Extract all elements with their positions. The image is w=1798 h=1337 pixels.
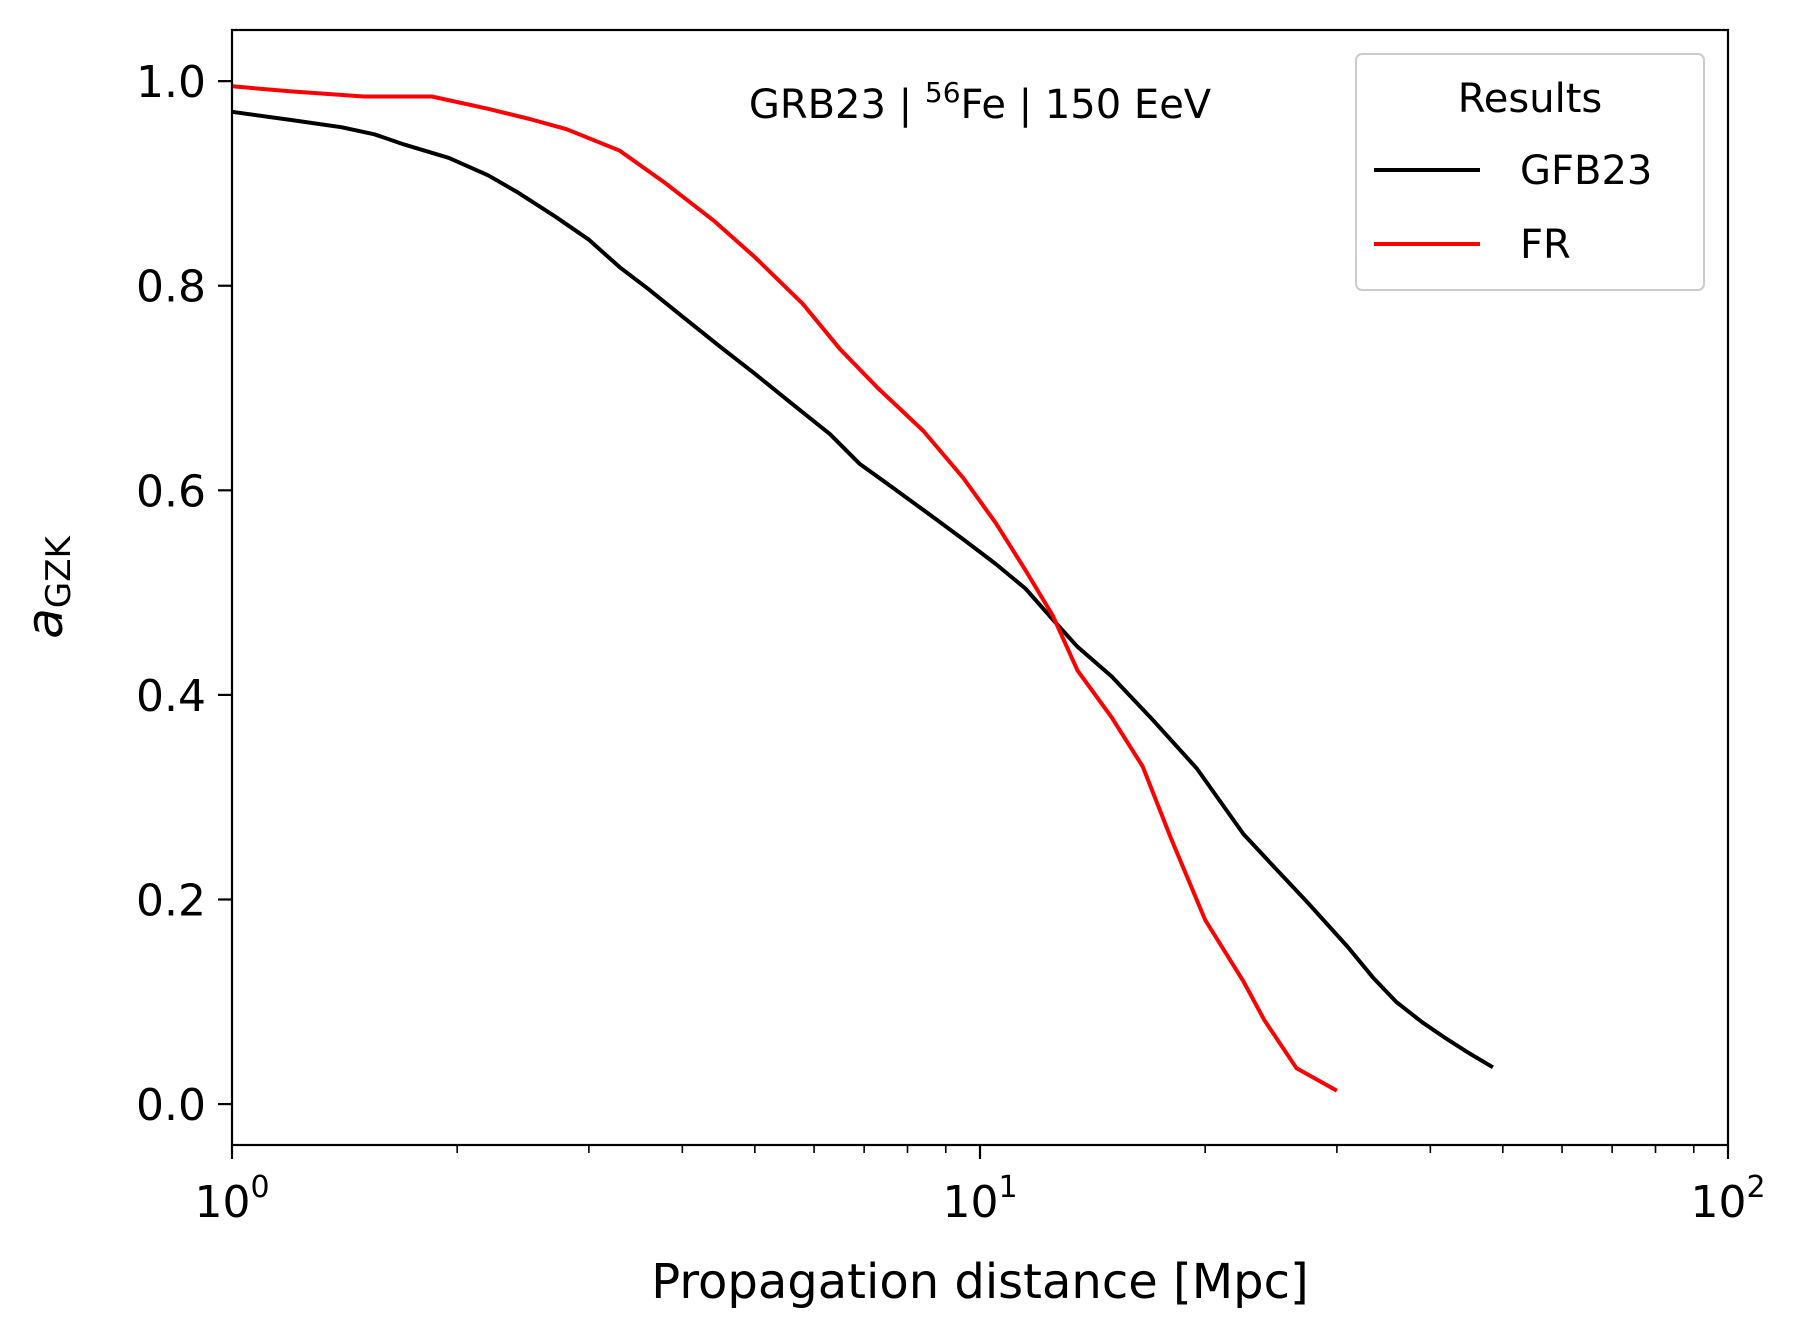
y-tick-label: 1.0 <box>136 57 206 108</box>
x-tick-label: 102 <box>1690 1170 1765 1228</box>
legend-label-fr: FR <box>1520 222 1571 268</box>
chart-annotation: GRB23 | 56Fe | 150 EeV <box>749 76 1212 128</box>
annotation-suffix: Fe | 150 EeV <box>961 82 1212 128</box>
legend-box <box>1355 53 1705 291</box>
legend-title: Results <box>1458 76 1602 122</box>
x-tick-label: 100 <box>194 1170 269 1228</box>
annotation-prefix: GRB23 | <box>749 82 925 128</box>
x-tick-label-base: 10 <box>942 1177 998 1228</box>
annotation-superscript: 56 <box>925 76 961 109</box>
x-tick-label-exponent: 2 <box>1746 1170 1765 1205</box>
series-line-gfb23 <box>231 109 1494 1070</box>
y-tick-label: 0.8 <box>136 262 206 313</box>
x-tick-label-exponent: 0 <box>250 1170 269 1205</box>
legend: Results GFB23 FR <box>1355 53 1705 291</box>
x-tick-label-exponent: 1 <box>998 1170 1017 1205</box>
series-line-fr <box>231 84 1338 1093</box>
y-tick-label: 0.6 <box>136 466 206 517</box>
legend-items: GFB23 FR <box>1374 148 1652 268</box>
y-tick-label: 0.0 <box>136 1080 206 1131</box>
x-tick-label: 101 <box>942 1170 1017 1228</box>
x-tick-label-base: 10 <box>1690 1177 1746 1228</box>
x-axis-title: Propagation distance [Mpc] <box>651 1254 1309 1310</box>
y-axis-title-base: a <box>16 608 74 639</box>
y-tick-label: 0.4 <box>136 671 206 722</box>
y-tick-label: 0.2 <box>136 875 206 926</box>
x-tick-label-base: 10 <box>194 1177 250 1228</box>
legend-label-gfb23: GFB23 <box>1520 148 1652 194</box>
y-axis-title: aGZK <box>16 535 79 639</box>
y-axis-title-subscript: GZK <box>39 535 79 609</box>
series-layer <box>231 84 1494 1093</box>
